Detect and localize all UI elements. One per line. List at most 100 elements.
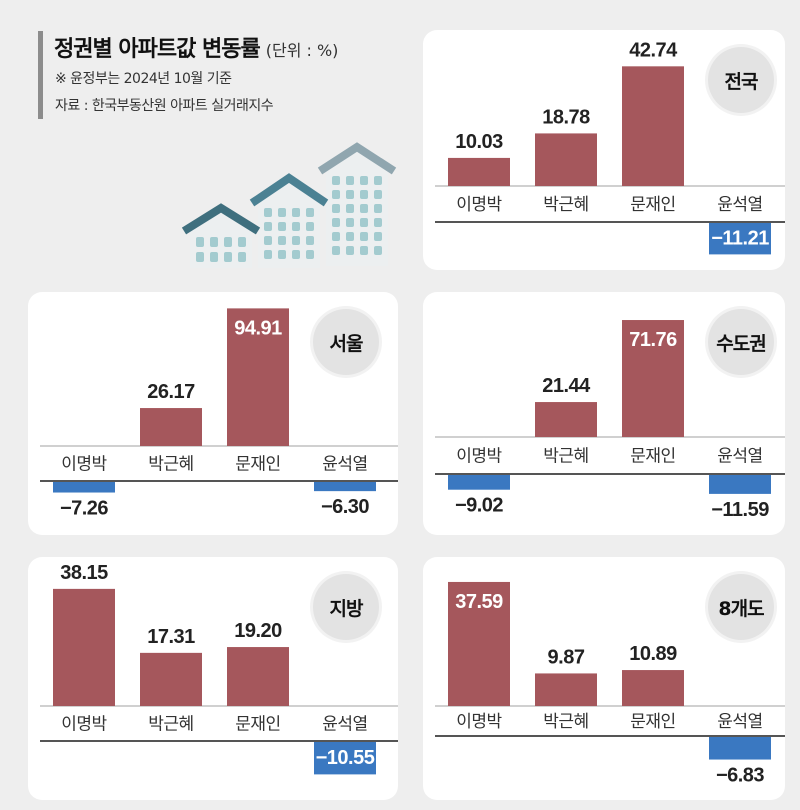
window [332,218,340,227]
window [196,237,204,247]
title-text: 정권별 아파트값 변동률 [54,37,261,62]
footnote: ※ 윤정부는 2024년 10월 기준 [55,71,232,87]
bar-lee-myung-bak [448,157,510,186]
building-mid-roof [249,173,329,207]
category-label-lee-myung-bak: 이명박 [456,195,502,215]
category-label-lee-myung-bak: 이명박 [456,447,502,467]
bar-chart-nationwide: 이명박 10.03 박근혜 18.78 문재인 42.74 윤석열 −11.21 [435,39,785,255]
value-label-park-geun-hye: 21.44 [542,375,591,397]
window [346,246,354,255]
window [278,250,286,259]
window [306,208,314,217]
value-label-moon-jae-in: 42.74 [629,39,678,61]
region-label: 지방 [329,597,364,620]
window [374,176,382,185]
chart-panel-nationwide: 이명박 10.03 박근혜 18.78 문재인 42.74 윤석열 −11.21 전국 [423,30,785,270]
window [374,232,382,241]
value-label-lee-myung-bak: −7.26 [60,498,108,520]
window [360,190,368,199]
window [264,236,272,245]
region-badge: 8개도 [708,574,774,640]
bar-chart-eight-provinces: 이명박 37.59 박근혜 9.87 문재인 10.89 윤석열 −6.83 [435,581,785,787]
window [292,236,300,245]
window [332,190,340,199]
window [374,246,382,255]
value-label-yoon-suk-yeol: −11.59 [711,499,769,521]
window [306,250,314,259]
bar-park-geun-hye [535,402,597,437]
window [332,204,340,213]
bar-yoon-suk-yeol [314,742,376,775]
category-label-lee-myung-bak: 이명박 [456,712,502,732]
apartment-buildings-icon [181,142,397,268]
unit-label: (단위 : %) [265,41,339,60]
window [224,237,232,247]
category-label-park-geun-hye: 박근혜 [148,715,193,735]
category-label-park-geun-hye: 박근혜 [543,447,588,467]
window [278,222,286,231]
category-label-yoon-suk-yeol: 윤석열 [717,195,762,215]
page-title: 정권별 아파트값 변동률 (단위 : %) [54,31,338,63]
region-badge: 전국 [708,47,774,113]
window [374,190,382,199]
value-label-park-geun-hye: 26.17 [147,381,195,403]
bar-moon-jae-in [227,647,289,706]
window [278,236,286,245]
source-note: 자료 : 한국부동산원 아파트 실거래지수 [55,98,274,114]
value-label-moon-jae-in: 10.89 [629,643,677,665]
bar-park-geun-hye [535,673,597,706]
building-tall-body [326,151,388,266]
category-label-yoon-suk-yeol: 윤석열 [322,715,367,735]
bar-lee-myung-bak [448,475,510,490]
window [238,237,246,247]
window [346,204,354,213]
value-label-moon-jae-in: 19.20 [234,620,282,642]
window [210,252,218,262]
category-label-yoon-suk-yeol: 윤석열 [717,712,762,732]
window [306,236,314,245]
window [360,204,368,213]
building-small-body [190,212,252,268]
bar-yoon-suk-yeol [709,475,771,494]
title-accent-bar [38,31,43,119]
bar-park-geun-hye [140,652,202,706]
region-label: 서울 [329,332,364,355]
category-label-park-geun-hye: 박근혜 [148,455,193,475]
value-label-lee-myung-bak: −9.02 [455,495,503,517]
window [360,176,368,185]
bar-yoon-suk-yeol [709,737,771,760]
region-label: 전국 [724,70,759,93]
value-label-moon-jae-in: 94.91 [234,317,282,339]
bar-chart-capital-area: 이명박 −9.02 박근혜 21.44 문재인 71.76 윤석열 −11.59 [435,320,785,521]
bar-chart-provinces: 이명박 38.15 박근혜 17.31 문재인 19.20 윤석열 −10.55 [40,562,398,775]
category-label-lee-myung-bak: 이명박 [61,715,107,735]
window [238,252,246,262]
value-label-yoon-suk-yeol: −11.21 [711,228,769,250]
building-tall-roof [317,142,397,175]
category-label-park-geun-hye: 박근혜 [543,712,588,732]
window [292,250,300,259]
window [264,222,272,231]
window [360,218,368,227]
bar-park-geun-hye [535,133,597,186]
bar-park-geun-hye [140,408,202,446]
bar-lee-myung-bak [53,482,115,493]
value-label-yoon-suk-yeol: −6.30 [321,496,369,518]
window [332,232,340,241]
category-label-moon-jae-in: 문재인 [630,447,675,467]
category-label-moon-jae-in: 문재인 [630,712,675,732]
chart-panel-seoul: 이명박 −7.26 박근혜 26.17 문재인 94.91 윤석열 −6.30 서울 [28,292,398,535]
window [264,250,272,259]
chart-panel-eight-provinces: 이명박 37.59 박근혜 9.87 문재인 10.89 윤석열 −6.83 8개도 [423,557,785,800]
window [332,176,340,185]
bar-moon-jae-in [622,320,684,437]
bar-moon-jae-in [622,670,684,706]
value-label-moon-jae-in: 71.76 [629,329,677,351]
category-label-lee-myung-bak: 이명박 [61,455,107,475]
bar-yoon-suk-yeol [709,223,771,255]
value-label-lee-myung-bak: 37.59 [455,591,503,613]
bar-lee-myung-bak [53,588,115,706]
value-label-lee-myung-bak: 10.03 [455,131,503,153]
value-label-yoon-suk-yeol: −10.55 [316,747,375,769]
category-label-yoon-suk-yeol: 윤석열 [717,447,762,467]
